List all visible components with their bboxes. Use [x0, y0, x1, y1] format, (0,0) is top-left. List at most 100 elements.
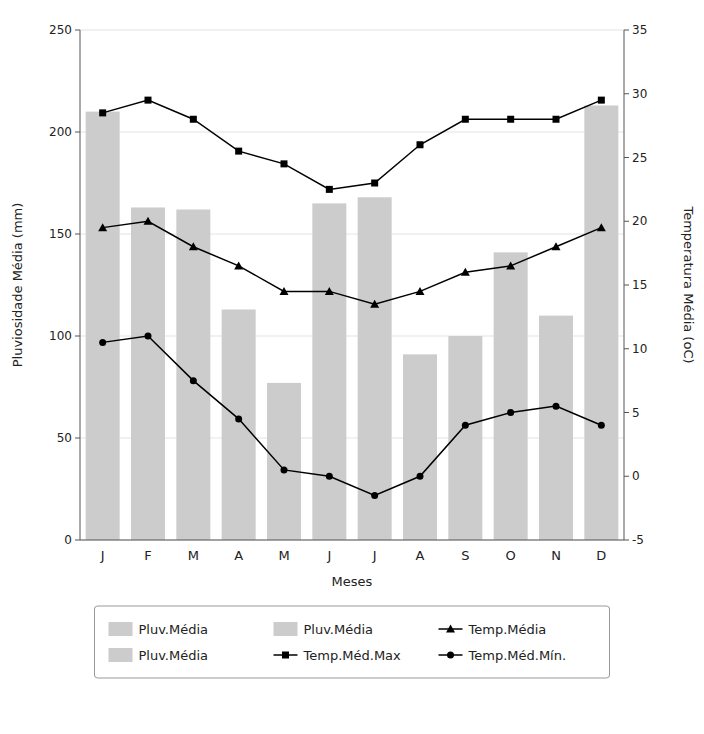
marker-circle	[326, 473, 333, 480]
y2-tick	[624, 285, 629, 286]
y2-axis-label: Temperatura Média (oC)	[681, 205, 696, 363]
y-tick	[75, 132, 80, 133]
chart-container: 050100150200250-505101520253035JFMAMJJAS…	[0, 0, 704, 734]
marker-circle	[99, 339, 106, 346]
marker-square	[417, 141, 424, 148]
y2-tick-label: 35	[632, 23, 647, 37]
marker-triangle	[370, 300, 379, 308]
marker-square	[190, 116, 197, 123]
bar	[86, 112, 120, 540]
marker-circle	[507, 409, 514, 416]
axes: 050100150200250-505101520253035JFMAMJJAS…	[10, 23, 696, 589]
chart: 050100150200250-505101520253035JFMAMJJAS…	[0, 0, 704, 734]
x-tick-label: A	[416, 548, 425, 563]
bar	[222, 309, 256, 540]
bar	[267, 383, 301, 540]
y-tick-label: 150	[49, 227, 72, 241]
x-tick-label: M	[278, 548, 289, 563]
bar	[131, 207, 165, 540]
y2-tick-label: 30	[632, 87, 647, 101]
legend: Pluv.Média Pluv.Média Pluv.Média Temp.Méd.M…	[95, 606, 610, 678]
bar	[539, 316, 573, 540]
marker-triangle	[280, 287, 289, 295]
y2-tick	[624, 476, 629, 477]
marker-circle	[598, 422, 605, 429]
marker-square	[99, 109, 106, 116]
marker-circle	[145, 333, 152, 340]
line	[103, 336, 602, 495]
legend-label: Pluv.Média	[304, 622, 374, 637]
marker-triangle	[189, 242, 198, 250]
marker-square	[145, 97, 152, 104]
plot-area	[86, 97, 619, 540]
marker-square	[326, 186, 333, 193]
y-tick	[75, 30, 80, 31]
x-tick-label: N	[551, 548, 561, 563]
y2-tick-label: 10	[632, 342, 647, 356]
y-tick-label: 50	[57, 431, 72, 445]
marker-square	[282, 652, 289, 659]
x-tick-label: F	[144, 548, 151, 563]
marker-circle	[371, 492, 378, 499]
y2-tick	[624, 348, 629, 349]
y-tick	[75, 234, 80, 235]
marker-square	[553, 116, 560, 123]
legend-label: Pluv.Média	[139, 622, 209, 637]
bar	[358, 197, 392, 540]
y2-tick-label: 5	[632, 406, 640, 420]
y-axis-line	[80, 30, 81, 540]
marker-triangle	[234, 261, 243, 269]
y-tick-label: 0	[64, 533, 72, 547]
y-tick-label: 100	[49, 329, 72, 343]
grid-line	[80, 30, 624, 31]
x-axis-label: Meses	[332, 574, 373, 589]
marker-circle	[417, 473, 424, 480]
marker-triangle	[144, 217, 153, 225]
bar	[584, 105, 618, 540]
x-axis-line	[80, 540, 624, 541]
legend-swatch	[109, 622, 133, 636]
y2-tick	[624, 93, 629, 94]
marker-circle	[447, 652, 454, 659]
y-tick	[75, 540, 80, 541]
legend-box	[95, 606, 610, 678]
y-tick-label: 200	[49, 125, 72, 139]
y-tick-label: 250	[49, 23, 72, 37]
y2-tick	[624, 221, 629, 222]
y2-tick-label: 20	[632, 214, 647, 228]
grid-line	[80, 132, 624, 133]
x-tick-label: J	[372, 548, 377, 563]
marker-circle	[190, 377, 197, 384]
marker-square	[235, 148, 242, 155]
legend-label: Temp.Méd.Max	[303, 648, 402, 663]
grid	[80, 30, 624, 540]
y2-tick	[624, 412, 629, 413]
legend-label: Pluv.Média	[139, 648, 209, 663]
y-tick	[75, 336, 80, 337]
bar	[403, 354, 437, 540]
x-tick-label: J	[100, 548, 105, 563]
marker-circle	[553, 403, 560, 410]
marker-triangle	[98, 223, 107, 231]
marker-square	[507, 116, 514, 123]
y2-tick	[624, 540, 629, 541]
marker-triangle	[461, 268, 470, 276]
line	[103, 221, 602, 304]
y-axis-label: Pluviosidade Média (mm)	[10, 203, 25, 368]
marker-triangle	[416, 287, 425, 295]
marker-triangle	[597, 223, 606, 231]
marker-circle	[281, 466, 288, 473]
x-tick-label: J	[326, 548, 331, 563]
marker-square	[371, 180, 378, 187]
x-tick-label: D	[596, 548, 606, 563]
bar	[494, 252, 528, 540]
legend-label: Temp.Média	[468, 622, 547, 637]
marker-circle	[462, 422, 469, 429]
bar	[176, 210, 210, 540]
x-tick-label: S	[461, 548, 469, 563]
y2-tick-label: 0	[632, 469, 640, 483]
legend-label: Temp.Méd.Mín.	[468, 648, 567, 663]
marker-square	[462, 116, 469, 123]
x-tick-label: O	[506, 548, 516, 563]
y2-tick	[624, 157, 629, 158]
